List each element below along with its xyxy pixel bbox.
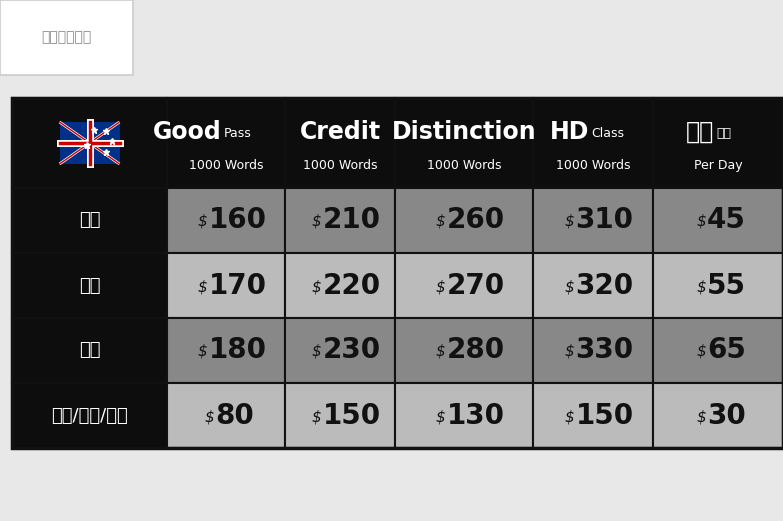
Text: $: $ <box>696 279 706 294</box>
Text: Distinction: Distinction <box>392 120 536 144</box>
Text: 1000 Words: 1000 Words <box>556 159 630 172</box>
Text: $: $ <box>198 344 207 359</box>
Text: 修改/校对/审读: 修改/校对/审读 <box>51 406 128 425</box>
Text: HD: HD <box>550 120 589 144</box>
Bar <box>167 188 285 253</box>
Text: 80: 80 <box>215 402 254 429</box>
Text: 55: 55 <box>707 271 746 300</box>
Bar <box>285 98 395 188</box>
Text: 270: 270 <box>446 271 504 300</box>
Bar <box>653 383 783 448</box>
Bar <box>167 253 285 318</box>
Text: 45: 45 <box>707 206 746 234</box>
Text: $: $ <box>312 409 322 424</box>
Text: $: $ <box>198 214 207 229</box>
Bar <box>0 0 133 75</box>
Text: $: $ <box>696 214 706 229</box>
Bar <box>653 188 783 253</box>
Bar <box>12 383 167 448</box>
Text: Per Day: Per Day <box>694 159 742 172</box>
Bar <box>395 98 533 188</box>
Bar <box>395 318 533 383</box>
Text: 310: 310 <box>576 206 633 234</box>
Text: 博士: 博士 <box>79 341 100 359</box>
Bar <box>395 188 533 253</box>
Bar <box>653 253 783 318</box>
Text: $: $ <box>696 409 706 424</box>
Text: 180: 180 <box>208 337 266 365</box>
Text: $: $ <box>204 409 214 424</box>
Text: $: $ <box>436 279 446 294</box>
Bar <box>285 318 395 383</box>
Text: $: $ <box>312 344 322 359</box>
Bar <box>12 318 167 383</box>
Text: $: $ <box>198 279 207 294</box>
Text: 160: 160 <box>208 206 266 234</box>
Text: 280: 280 <box>446 337 504 365</box>
Bar <box>167 318 285 383</box>
Text: 1000 Words: 1000 Words <box>427 159 501 172</box>
Text: Pass: Pass <box>224 127 252 140</box>
Bar <box>395 253 533 318</box>
Text: 130: 130 <box>446 402 504 429</box>
Text: $: $ <box>436 344 446 359</box>
Bar <box>533 98 653 188</box>
Bar <box>533 253 653 318</box>
Text: 1000 Words: 1000 Words <box>189 159 263 172</box>
Bar <box>12 188 167 253</box>
Bar <box>12 98 167 188</box>
Bar <box>395 383 533 448</box>
Text: 150: 150 <box>576 402 633 429</box>
Text: 30: 30 <box>707 402 745 429</box>
Text: 210: 210 <box>323 206 381 234</box>
Text: 本科: 本科 <box>79 212 100 229</box>
Text: Credit: Credit <box>299 120 381 144</box>
Bar <box>285 383 395 448</box>
Bar <box>12 253 167 318</box>
Text: Class: Class <box>591 127 624 140</box>
Text: $: $ <box>565 214 575 229</box>
Text: $: $ <box>436 214 446 229</box>
Text: $: $ <box>565 344 575 359</box>
Bar <box>533 318 653 383</box>
Text: $: $ <box>312 214 322 229</box>
Text: 220: 220 <box>323 271 381 300</box>
Text: 320: 320 <box>576 271 633 300</box>
Bar <box>533 188 653 253</box>
Bar <box>653 98 783 188</box>
Bar <box>533 383 653 448</box>
Text: 硭士: 硭士 <box>79 277 100 294</box>
Text: 330: 330 <box>576 337 633 365</box>
Text: $: $ <box>312 279 322 294</box>
Text: $: $ <box>436 409 446 424</box>
Text: $: $ <box>696 344 706 359</box>
Bar <box>167 98 285 188</box>
Text: 260: 260 <box>446 206 504 234</box>
Bar <box>285 188 395 253</box>
Text: 65: 65 <box>707 337 746 365</box>
Bar <box>653 318 783 383</box>
Bar <box>60 122 120 164</box>
Text: Good: Good <box>153 120 222 144</box>
Text: 230: 230 <box>323 337 381 365</box>
Text: 170: 170 <box>208 271 266 300</box>
Bar <box>12 98 783 448</box>
Text: 加急: 加急 <box>686 120 714 144</box>
Text: 论文代写价格: 论文代写价格 <box>41 31 92 44</box>
Bar <box>285 253 395 318</box>
Text: $: $ <box>565 409 575 424</box>
Bar <box>167 383 285 448</box>
Text: 1000 Words: 1000 Words <box>303 159 377 172</box>
Text: 150: 150 <box>323 402 381 429</box>
Text: 服务: 服务 <box>716 127 731 140</box>
Text: $: $ <box>565 279 575 294</box>
